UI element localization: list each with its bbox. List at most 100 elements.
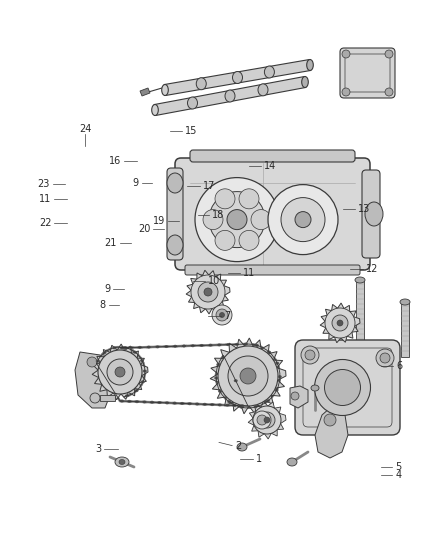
Ellipse shape	[87, 357, 97, 367]
FancyBboxPatch shape	[167, 168, 183, 260]
Ellipse shape	[135, 400, 139, 403]
Ellipse shape	[225, 403, 230, 407]
Text: 19: 19	[153, 216, 165, 225]
Text: 23: 23	[37, 179, 49, 189]
Ellipse shape	[275, 362, 279, 365]
Ellipse shape	[214, 377, 218, 379]
Ellipse shape	[155, 345, 159, 349]
Ellipse shape	[240, 404, 244, 407]
Text: 11: 11	[39, 195, 51, 204]
Ellipse shape	[253, 411, 271, 429]
Text: 10: 10	[208, 276, 220, 286]
Polygon shape	[401, 302, 409, 357]
Ellipse shape	[90, 393, 100, 403]
Ellipse shape	[212, 305, 232, 325]
Ellipse shape	[203, 403, 207, 406]
Polygon shape	[290, 386, 308, 408]
Ellipse shape	[191, 275, 225, 309]
Ellipse shape	[355, 277, 365, 283]
Text: 16: 16	[109, 156, 121, 166]
Ellipse shape	[119, 459, 125, 464]
Polygon shape	[75, 352, 110, 408]
Ellipse shape	[305, 350, 315, 360]
Ellipse shape	[98, 350, 142, 394]
Polygon shape	[164, 60, 311, 95]
Ellipse shape	[225, 90, 235, 102]
Ellipse shape	[125, 394, 129, 397]
Ellipse shape	[385, 88, 393, 96]
Ellipse shape	[264, 417, 270, 423]
Text: 14: 14	[264, 161, 276, 171]
Ellipse shape	[138, 346, 142, 349]
Ellipse shape	[180, 402, 184, 405]
Ellipse shape	[158, 401, 162, 404]
FancyBboxPatch shape	[295, 340, 400, 435]
FancyBboxPatch shape	[362, 170, 380, 258]
Polygon shape	[315, 405, 348, 458]
FancyBboxPatch shape	[175, 158, 370, 270]
Ellipse shape	[167, 235, 183, 255]
Ellipse shape	[134, 389, 138, 392]
Ellipse shape	[380, 353, 390, 363]
Ellipse shape	[115, 367, 125, 377]
Ellipse shape	[208, 344, 212, 346]
Ellipse shape	[187, 97, 198, 109]
Ellipse shape	[257, 415, 267, 425]
Ellipse shape	[142, 400, 146, 403]
Text: 12: 12	[366, 264, 378, 273]
Ellipse shape	[376, 349, 394, 367]
Text: 18: 18	[212, 211, 225, 220]
Ellipse shape	[324, 414, 336, 426]
Ellipse shape	[115, 457, 129, 467]
Ellipse shape	[96, 359, 100, 362]
Polygon shape	[140, 88, 150, 96]
Text: 17: 17	[203, 181, 215, 191]
Ellipse shape	[215, 189, 235, 209]
Polygon shape	[356, 280, 364, 355]
Text: 4: 4	[396, 471, 402, 480]
Ellipse shape	[228, 356, 268, 396]
Polygon shape	[186, 270, 230, 314]
Ellipse shape	[227, 400, 231, 403]
Ellipse shape	[123, 346, 127, 349]
Ellipse shape	[216, 363, 220, 366]
Ellipse shape	[195, 402, 199, 406]
Ellipse shape	[400, 299, 410, 305]
Text: 22: 22	[39, 218, 51, 228]
Ellipse shape	[291, 392, 299, 400]
Text: 20: 20	[138, 224, 150, 234]
Ellipse shape	[302, 77, 308, 87]
Polygon shape	[210, 338, 286, 414]
Ellipse shape	[233, 71, 243, 84]
Ellipse shape	[281, 198, 325, 241]
Ellipse shape	[204, 288, 212, 296]
Ellipse shape	[342, 88, 350, 96]
Ellipse shape	[332, 315, 348, 331]
Ellipse shape	[120, 346, 124, 350]
Ellipse shape	[314, 359, 371, 416]
Text: 8: 8	[99, 300, 106, 310]
Polygon shape	[92, 344, 148, 400]
Ellipse shape	[244, 343, 248, 345]
Ellipse shape	[143, 369, 147, 373]
Polygon shape	[100, 395, 115, 401]
Ellipse shape	[152, 104, 158, 116]
Ellipse shape	[251, 209, 271, 230]
Ellipse shape	[141, 380, 145, 383]
Ellipse shape	[127, 400, 131, 403]
Ellipse shape	[226, 343, 230, 346]
Ellipse shape	[165, 401, 169, 405]
Ellipse shape	[107, 359, 133, 385]
Ellipse shape	[167, 173, 183, 193]
Ellipse shape	[385, 50, 393, 58]
Polygon shape	[320, 303, 360, 343]
Ellipse shape	[275, 389, 279, 392]
Text: 5: 5	[396, 462, 402, 472]
Polygon shape	[154, 77, 306, 116]
Ellipse shape	[133, 351, 137, 354]
FancyBboxPatch shape	[185, 265, 360, 275]
Ellipse shape	[237, 443, 247, 451]
Ellipse shape	[287, 458, 297, 466]
Ellipse shape	[150, 401, 154, 404]
Text: 9: 9	[133, 179, 139, 188]
